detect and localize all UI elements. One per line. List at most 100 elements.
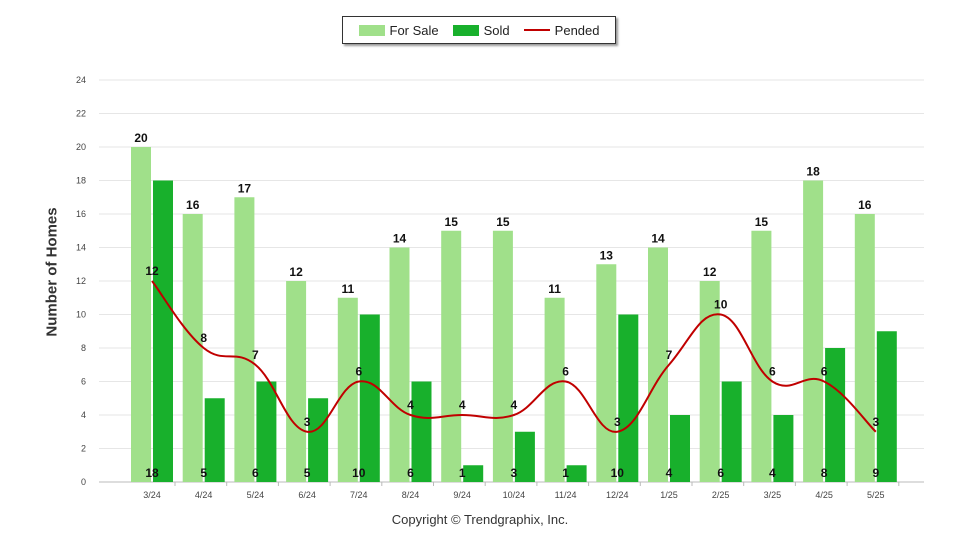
x-tick-label: 11/24 xyxy=(555,490,577,500)
data-label-for-sale: 15 xyxy=(445,215,459,229)
bar-sold xyxy=(514,431,535,482)
y-tick-label: 12 xyxy=(76,276,86,286)
legend-item-pended: Pended xyxy=(523,22,600,38)
data-label-sold: 8 xyxy=(821,466,828,480)
y-tick-label: 10 xyxy=(76,310,86,320)
data-label-for-sale: 12 xyxy=(703,265,717,279)
data-label-pended: 7 xyxy=(252,348,259,362)
bar-sold xyxy=(670,415,690,482)
bar-sold xyxy=(308,398,329,482)
bar-sold xyxy=(153,180,173,482)
chart-legend: For Sale Sold Pended xyxy=(342,16,616,44)
data-label-for-sale: 18 xyxy=(806,165,820,179)
data-label-sold: 3 xyxy=(511,466,518,480)
data-label-for-sale: 14 xyxy=(651,232,665,246)
bar-for-sale xyxy=(854,214,875,482)
x-tick-label: 12/24 xyxy=(606,490,629,500)
bar-for-sale xyxy=(596,264,617,482)
data-label-pended: 4 xyxy=(407,398,414,412)
bar-for-sale xyxy=(751,230,772,482)
x-tick-label: 3/24 xyxy=(143,490,161,500)
x-tick-label: 8/24 xyxy=(402,490,420,500)
data-label-for-sale: 17 xyxy=(238,181,252,195)
x-tick-label: 3/25 xyxy=(764,490,782,500)
bar-for-sale xyxy=(803,180,824,482)
bar-for-sale xyxy=(286,281,307,482)
bar-for-sale xyxy=(131,147,151,482)
bar-for-sale xyxy=(699,281,720,482)
data-label-sold: 5 xyxy=(200,466,207,480)
data-label-pended: 10 xyxy=(714,298,728,312)
y-tick-label: 8 xyxy=(81,343,86,353)
x-tick-label: 6/24 xyxy=(298,490,316,500)
copyright-text: Copyright © Trendgraphix, Inc. xyxy=(391,512,569,527)
bar-for-sale xyxy=(337,297,358,482)
data-label-sold: 4 xyxy=(769,466,776,480)
data-label-pended: 6 xyxy=(769,365,776,379)
data-label-sold: 18 xyxy=(145,466,159,480)
data-label-pended: 7 xyxy=(666,348,673,362)
x-tick-label: 7/24 xyxy=(350,490,368,500)
bar-for-sale xyxy=(441,230,462,482)
x-tick-label: 9/24 xyxy=(453,490,471,500)
data-label-for-sale: 15 xyxy=(755,215,769,229)
data-label-for-sale: 14 xyxy=(393,232,407,246)
bar-for-sale xyxy=(648,247,668,482)
x-tick-label: 1/25 xyxy=(660,490,678,500)
data-label-sold: 6 xyxy=(407,466,414,480)
bar-for-sale xyxy=(182,214,203,482)
data-label-pended: 4 xyxy=(511,398,518,412)
bar-sold xyxy=(256,381,277,482)
y-tick-label: 24 xyxy=(76,75,86,85)
data-label-sold: 5 xyxy=(304,466,311,480)
bar-for-sale xyxy=(544,297,565,482)
data-label-sold: 9 xyxy=(872,466,879,480)
legend-label-sold: Sold xyxy=(483,22,510,38)
bar-sold xyxy=(825,348,846,482)
legend-label-for-sale: For Sale xyxy=(389,22,439,38)
data-label-sold: 4 xyxy=(666,466,673,480)
y-tick-label: 20 xyxy=(76,142,86,152)
y-tick-label: 18 xyxy=(76,176,86,186)
bar-sold xyxy=(773,415,794,482)
data-label-for-sale: 16 xyxy=(858,198,872,212)
legend-label-pended: Pended xyxy=(554,22,600,38)
x-tick-label: 4/24 xyxy=(195,490,213,500)
bar-sold xyxy=(204,398,225,482)
bar-sold xyxy=(463,465,484,482)
legend-item-sold: Sold xyxy=(452,22,510,38)
data-label-for-sale: 20 xyxy=(134,131,148,145)
y-tick-label: 0 xyxy=(81,477,86,487)
y-tick-label: 16 xyxy=(76,209,86,219)
data-label-sold: 6 xyxy=(252,466,259,480)
bar-sold xyxy=(721,381,742,482)
data-label-for-sale: 11 xyxy=(341,282,354,296)
data-label-pended: 8 xyxy=(200,331,207,345)
y-tick-label: 14 xyxy=(76,243,86,253)
y-tick-label: 2 xyxy=(81,444,86,454)
data-label-pended: 3 xyxy=(614,415,621,429)
legend-item-for-sale: For Sale xyxy=(358,22,439,38)
sold-swatch-icon xyxy=(452,24,479,36)
data-label-for-sale: 11 xyxy=(548,282,561,296)
data-label-pended: 6 xyxy=(562,365,569,379)
data-label-sold: 6 xyxy=(717,466,724,480)
bar-sold xyxy=(618,314,639,482)
data-label-for-sale: 13 xyxy=(600,248,614,262)
bar-sold xyxy=(876,331,897,482)
pended-line xyxy=(151,280,877,433)
y-axis-label: Number of Homes xyxy=(43,207,61,337)
data-label-sold: 10 xyxy=(352,466,366,480)
data-label-sold: 10 xyxy=(611,466,625,480)
bar-sold xyxy=(566,465,587,482)
data-label-pended: 6 xyxy=(821,365,828,379)
data-label-sold: 1 xyxy=(459,466,466,480)
data-label-sold: 1 xyxy=(562,466,569,480)
data-label-for-sale: 15 xyxy=(496,215,510,229)
bar-for-sale xyxy=(389,247,410,482)
x-tick-label: 5/24 xyxy=(247,490,265,500)
data-label-pended: 12 xyxy=(145,264,159,278)
data-label-pended: 3 xyxy=(304,415,311,429)
pended-line-swatch-icon xyxy=(523,29,550,31)
